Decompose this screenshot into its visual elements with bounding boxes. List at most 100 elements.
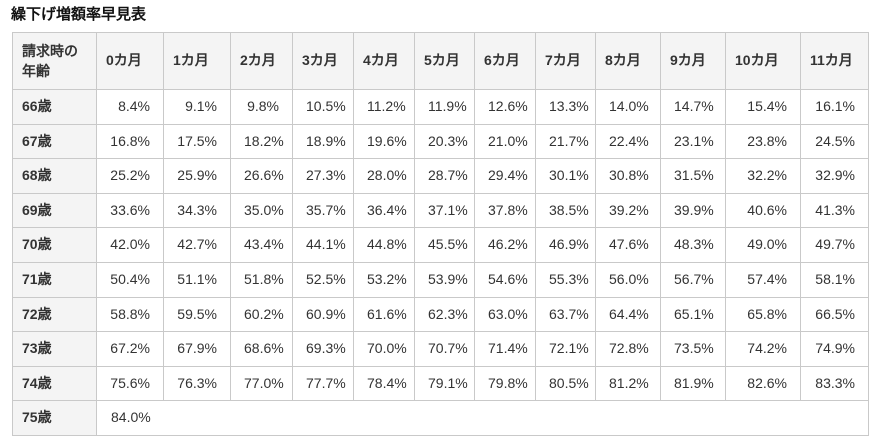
rate-cell: 9.8% — [230, 89, 293, 125]
rate-cell: 11.9% — [414, 89, 475, 125]
age-cell: 68歳 — [12, 158, 97, 194]
rate-cell: 61.6% — [353, 296, 415, 333]
rate-cell: 14.7% — [660, 89, 726, 125]
rate-cell: 18.2% — [230, 123, 293, 160]
rate-cell: 35.0% — [230, 192, 293, 229]
rate-cell: 42.0% — [96, 227, 164, 264]
rate-cell: 77.0% — [230, 365, 293, 402]
rate-cell: 78.4% — [353, 365, 415, 402]
rate-cell: 46.2% — [474, 227, 536, 264]
rate-cell: 64.4% — [595, 296, 661, 333]
rate-cell: 49.7% — [800, 227, 869, 264]
rate-cell: 60.9% — [292, 296, 354, 333]
rate-cell: 8.4% — [96, 89, 164, 125]
rate-cell: 56.7% — [660, 262, 726, 298]
age-cell: 73歳 — [12, 331, 97, 367]
rate-cell: 28.0% — [353, 158, 415, 194]
age-cell: 67歳 — [12, 123, 97, 160]
rate-cell: 26.6% — [230, 158, 293, 194]
month-header: 7カ月 — [535, 31, 596, 91]
month-header: 1カ月 — [163, 31, 231, 91]
rate-cell: 43.4% — [230, 227, 293, 264]
rate-cell: 76.3% — [163, 365, 231, 402]
rate-cell: 19.6% — [353, 123, 415, 160]
rate-cell: 48.3% — [660, 227, 726, 264]
rate-cell: 67.9% — [163, 331, 231, 367]
rate-cell: 27.3% — [292, 158, 354, 194]
rate-cell: 37.8% — [474, 192, 536, 229]
rate-cell: 50.4% — [96, 262, 164, 298]
rate-cell: 79.8% — [474, 365, 536, 402]
rate-cell: 69.3% — [292, 331, 354, 367]
table-row: 73歳 67.2% 67.9% 68.6% 69.3% 70.0% 70.7% 71.4% 72… — [12, 331, 869, 367]
rate-cell: 41.3% — [800, 192, 869, 229]
age-cell: 75歳 — [12, 400, 97, 437]
month-header: 9カ月 — [660, 31, 726, 91]
rate-cell: 58.1% — [800, 262, 869, 298]
page-title: 繰下げ増額率早見表 — [11, 6, 147, 23]
rate-cell: 30.8% — [595, 158, 661, 194]
table-row: 68歳 25.2% 25.9% 26.6% 27.3% 28.0% 28.7% 29.4% 30… — [12, 158, 869, 194]
rate-cell: 56.0% — [595, 262, 661, 298]
rate-cell: 23.8% — [725, 123, 801, 160]
month-header: 0カ月 — [96, 31, 164, 91]
rate-cell: 51.1% — [163, 262, 231, 298]
rate-cell: 17.5% — [163, 123, 231, 160]
rate-cell: 11.2% — [353, 89, 415, 125]
rate-cell: 36.4% — [353, 192, 415, 229]
rate-cell: 75.6% — [96, 365, 164, 402]
rate-cell: 35.7% — [292, 192, 354, 229]
rate-cell: 47.6% — [595, 227, 661, 264]
rate-cell: 21.7% — [535, 123, 596, 160]
month-header: 11カ月 — [800, 31, 869, 91]
table-row: 72歳 58.8% 59.5% 60.2% 60.9% 61.6% 62.3% 63.0% 63… — [12, 296, 869, 333]
rate-cell: 65.1% — [660, 296, 726, 333]
rate-cell: 55.3% — [535, 262, 596, 298]
rate-cell: 9.1% — [163, 89, 231, 125]
rate-cell: 77.7% — [292, 365, 354, 402]
rate-cell: 23.1% — [660, 123, 726, 160]
rate-cell: 32.9% — [800, 158, 869, 194]
rate-cell: 46.9% — [535, 227, 596, 264]
rate-cell: 73.5% — [660, 331, 726, 367]
rate-cell: 49.0% — [725, 227, 801, 264]
rate-cell: 31.5% — [660, 158, 726, 194]
month-header: 2カ月 — [230, 31, 293, 91]
rate-cell: 12.6% — [474, 89, 536, 125]
rate-cell: 74.2% — [725, 331, 801, 367]
rate-cell: 60.2% — [230, 296, 293, 333]
rate-cell: 63.0% — [474, 296, 536, 333]
corner-header: 請求時の年齢 — [12, 31, 97, 91]
rate-cell: 39.2% — [595, 192, 661, 229]
rate-cell: 20.3% — [414, 123, 475, 160]
age-cell: 66歳 — [12, 89, 97, 125]
rate-cell: 13.3% — [535, 89, 596, 125]
rate-cell: 59.5% — [163, 296, 231, 333]
rate-cell: 82.6% — [725, 365, 801, 402]
rate-cell: 71.4% — [474, 331, 536, 367]
month-header: 10カ月 — [725, 31, 801, 91]
rate-cell: 79.1% — [414, 365, 475, 402]
month-header: 8カ月 — [595, 31, 661, 91]
rate-cell: 24.5% — [800, 123, 869, 160]
rate-cell: 58.8% — [96, 296, 164, 333]
month-header: 3カ月 — [292, 31, 354, 91]
month-header: 6カ月 — [474, 31, 536, 91]
rate-cell: 83.3% — [800, 365, 869, 402]
age-cell: 69歳 — [12, 192, 97, 229]
rate-cell: 45.5% — [414, 227, 475, 264]
rate-cell: 62.3% — [414, 296, 475, 333]
rate-cell: 51.8% — [230, 262, 293, 298]
rate-cell: 53.9% — [414, 262, 475, 298]
age-cell: 71歳 — [12, 262, 97, 298]
rate-cell: 68.6% — [230, 331, 293, 367]
rate-cell: 37.1% — [414, 192, 475, 229]
rate-cell: 70.0% — [353, 331, 415, 367]
header-row: 請求時の年齢 0カ月 1カ月 2カ月 3カ月 4カ月 5カ月 6カ月 7カ月 8カ月 9カ月 10カ月… — [12, 31, 869, 91]
rate-cell: 10.5% — [292, 89, 354, 125]
rate-cell: 44.8% — [353, 227, 415, 264]
table-row: 66歳 8.4% 9.1% 9.8% 10.5% 11.2% 11.9% 12.6% 13.3%… — [12, 89, 869, 125]
rate-cell: 81.2% — [595, 365, 661, 402]
month-header: 5カ月 — [414, 31, 475, 91]
